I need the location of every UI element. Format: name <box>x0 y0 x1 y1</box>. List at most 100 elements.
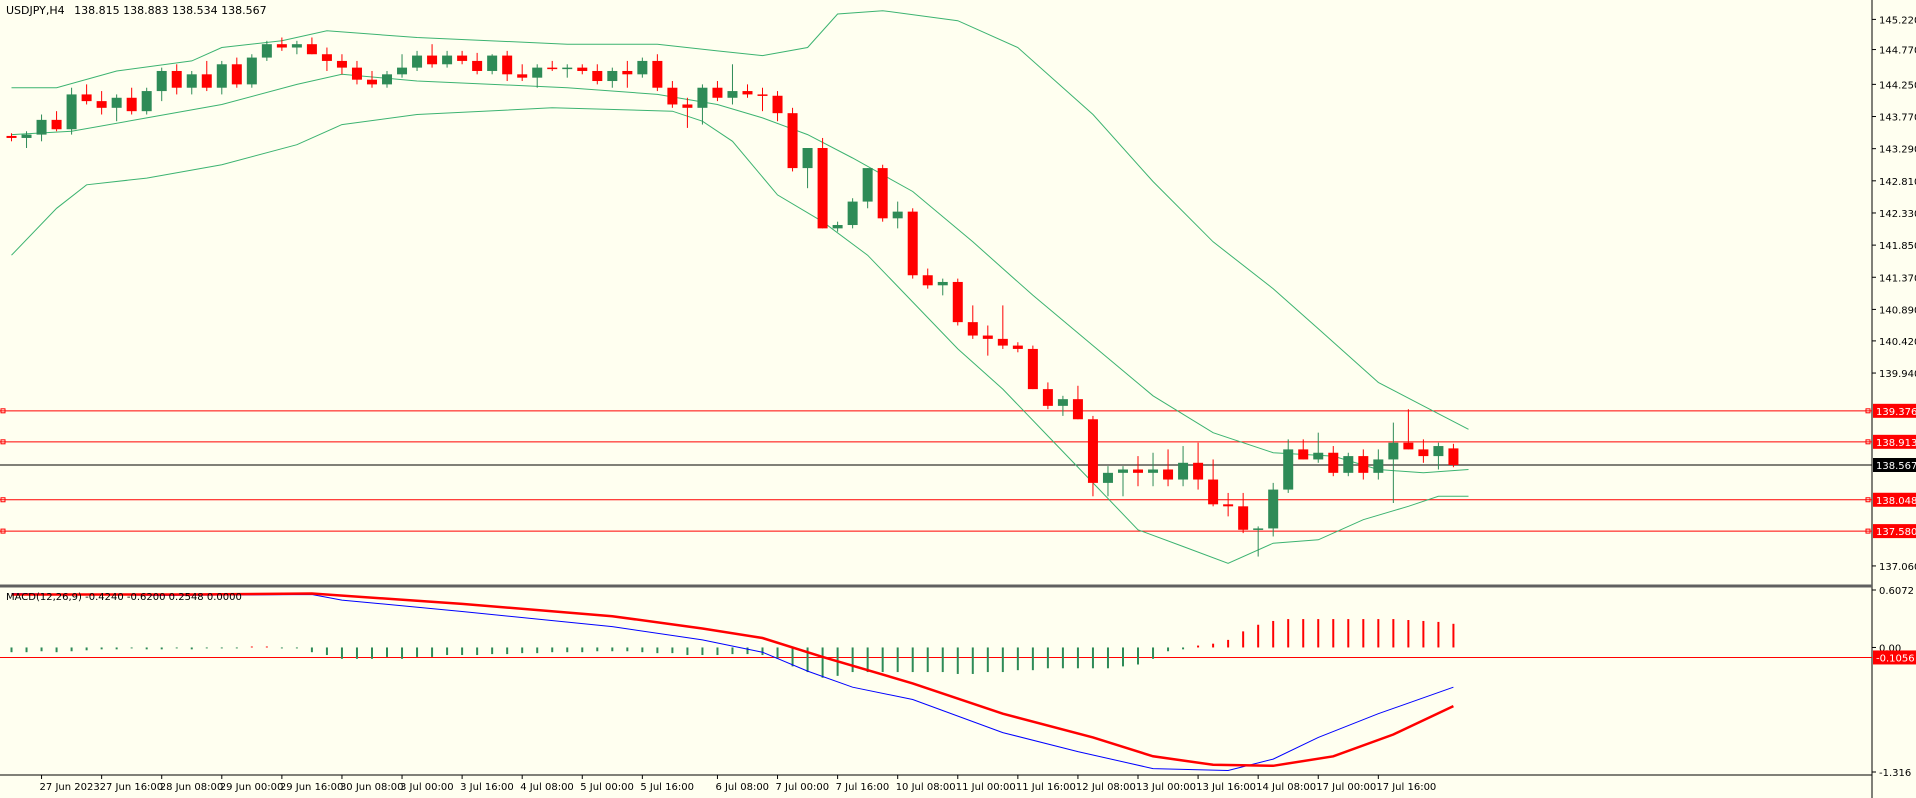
level-left-handle <box>0 408 6 414</box>
candle-bear <box>667 87 678 105</box>
candle-bull <box>1388 442 1399 460</box>
candle-bear <box>1298 449 1309 460</box>
candle-bull <box>847 201 858 226</box>
candle-bull <box>1057 399 1068 406</box>
candle-bear <box>1238 506 1249 530</box>
candle-bear <box>81 94 92 102</box>
candle-bull <box>802 148 813 169</box>
macd-level-badge <box>1873 650 1916 665</box>
candle-bear <box>366 79 377 85</box>
candle-bear <box>817 148 828 229</box>
time-tick-label: 28 Jun 08:00 <box>160 782 224 793</box>
price-axis: 145.220 144.770 144.250 143.770 143.290 142.8… <box>1872 15 1916 573</box>
time-tick-label: 5 Jul 00:00 <box>580 782 634 793</box>
price-tick-label: 142.810 <box>1879 177 1916 188</box>
bollinger-lower-line <box>11 107 1469 564</box>
candle-bull <box>862 168 873 202</box>
candle-bear <box>787 113 798 169</box>
macd-level-label: -0.1056 <box>1876 653 1915 664</box>
candle-bear <box>126 97 137 112</box>
level-price-label: 138.048 <box>1876 496 1916 507</box>
candle-bull <box>1117 469 1128 473</box>
level-left-handle <box>0 439 6 445</box>
candle-bull <box>397 67 408 75</box>
candle-bear <box>1027 348 1038 390</box>
price-tick-label: 143.290 <box>1879 145 1916 156</box>
time-tick-label: 27 Jun 2023 <box>40 782 100 793</box>
candle-bear <box>306 44 317 55</box>
bollinger-upper-line <box>11 10 1469 430</box>
level-price-badge <box>1873 524 1916 539</box>
price-tick-label: 139.940 <box>1879 369 1916 380</box>
time-tick-label: 27 Jun 16:00 <box>100 782 164 793</box>
current-price-badge <box>1873 458 1916 473</box>
candle-bear <box>1223 504 1234 507</box>
price-tick-label: 141.370 <box>1879 273 1916 284</box>
candle-bear <box>772 95 783 114</box>
candle-bull <box>1343 456 1354 473</box>
candle-bear <box>742 91 753 95</box>
candle-bull <box>892 211 903 219</box>
candle-bear <box>1448 448 1459 466</box>
candle-bear <box>952 281 963 323</box>
ohlc-readout: 138.815 138.883 138.534 138.567 <box>74 4 266 17</box>
candle-bull <box>442 55 453 65</box>
candle-bear <box>351 67 362 80</box>
macd-tick-label: -1.316 <box>1879 768 1911 779</box>
candle-bull <box>532 67 543 78</box>
candle-bear <box>336 60 347 68</box>
candle-bear <box>1193 462 1204 480</box>
candle-bull <box>1178 462 1189 480</box>
level-price-label: 137.580 <box>1876 527 1916 538</box>
current-price-label: 138.567 <box>1876 461 1916 472</box>
candle-bull <box>156 70 167 92</box>
time-tick-label: 13 Jul 16:00 <box>1196 782 1256 793</box>
price-tick-label: 141.850 <box>1879 241 1916 252</box>
candle-bear <box>547 67 558 70</box>
candle-bull <box>727 91 738 98</box>
candle-bear <box>712 87 723 98</box>
price-panel[interactable] <box>0 10 1872 564</box>
candle-bear <box>201 74 212 88</box>
macd-main-line <box>11 593 1454 772</box>
level-right-handle <box>1865 439 1871 445</box>
candle-bull <box>697 87 708 108</box>
candle-bull <box>66 94 77 130</box>
candle-bear <box>1087 419 1098 483</box>
time-tick-label: 14 Jul 08:00 <box>1256 782 1316 793</box>
candle-bear <box>457 55 468 61</box>
candle-bull <box>216 64 227 88</box>
symbol-label: USDJPY,H4 138.815 138.883 138.534 138.56… <box>6 4 267 17</box>
candle-bull <box>1268 489 1279 529</box>
macd-tick-label: 0.6072 <box>1879 586 1914 597</box>
level-price-badge <box>1873 434 1916 449</box>
level-price-badge <box>1873 492 1916 507</box>
time-tick-label: 3 Jul 16:00 <box>460 782 514 793</box>
candle-bear <box>592 70 603 82</box>
candle-bear <box>1328 452 1339 473</box>
candle-bull <box>832 225 843 229</box>
candle-bull <box>937 281 948 286</box>
level-left-handle <box>0 497 6 503</box>
candle-bear <box>1072 399 1083 420</box>
time-tick-label: 12 Jul 08:00 <box>1076 782 1136 793</box>
candle-bear <box>682 104 693 108</box>
symbol-timeframe: USDJPY,H4 <box>6 4 65 17</box>
time-tick-label: 11 Jul 16:00 <box>1016 782 1076 793</box>
time-tick-label: 3 Jul 00:00 <box>400 782 454 793</box>
candle-bull <box>141 91 152 112</box>
candle-bull <box>637 60 648 75</box>
candle-bull <box>412 55 423 68</box>
candle-bull <box>21 134 32 138</box>
level-price-label: 139.376 <box>1876 407 1916 418</box>
candle-bear <box>577 67 588 71</box>
candle-bear <box>502 55 513 75</box>
time-tick-label: 13 Jul 00:00 <box>1136 782 1196 793</box>
candle-bear <box>276 44 287 48</box>
candle-bear <box>51 119 62 130</box>
macd-panel[interactable] <box>0 592 1872 772</box>
candle-bear <box>967 322 978 336</box>
candle-bear <box>1418 449 1429 457</box>
candle-bear <box>907 211 918 276</box>
candle-bull <box>487 55 498 71</box>
